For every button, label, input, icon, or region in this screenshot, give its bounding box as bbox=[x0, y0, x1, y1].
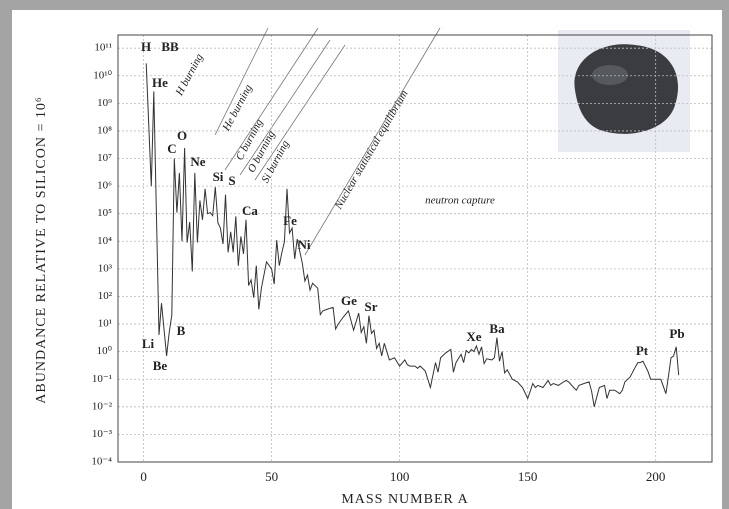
y-tick-label: 10⁻¹ bbox=[92, 373, 112, 385]
meteorite-photo bbox=[558, 30, 690, 152]
element-label: He bbox=[152, 75, 168, 90]
meteorite bbox=[574, 44, 679, 134]
y-tick-label: 10⁷ bbox=[97, 152, 112, 164]
element-label: Pb bbox=[669, 326, 684, 341]
y-tick-label: 10⁶ bbox=[97, 180, 112, 192]
y-tick-label: 10⁹ bbox=[97, 97, 112, 109]
divider bbox=[239, 39, 331, 176]
y-tick-label: 10⁻⁴ bbox=[91, 456, 112, 468]
y-tick-label: 10¹⁰ bbox=[93, 69, 112, 81]
y-tick-label: 10⁻² bbox=[92, 400, 113, 412]
element-label: BB bbox=[161, 39, 179, 54]
element-label: Ba bbox=[489, 321, 505, 336]
element-label: Ca bbox=[242, 203, 258, 218]
element-label: Ne bbox=[190, 154, 205, 169]
meteorite-highlight bbox=[592, 65, 628, 85]
element-label: C bbox=[167, 141, 176, 156]
element-label: O bbox=[177, 128, 187, 143]
element-label: Pt bbox=[636, 343, 649, 358]
abundance-line bbox=[145, 63, 680, 407]
element-label: Xe bbox=[466, 329, 481, 344]
divider bbox=[214, 27, 269, 136]
element-label: S bbox=[228, 173, 235, 188]
y-tick-label: 10² bbox=[98, 290, 113, 302]
element-label: Ni bbox=[298, 237, 311, 252]
element-label: Ge bbox=[341, 293, 357, 308]
process-label: neutron capture bbox=[425, 195, 495, 207]
element-label: Sr bbox=[365, 299, 378, 314]
y-tick-label: 10⁸ bbox=[97, 124, 112, 136]
element-label: Li bbox=[142, 336, 155, 351]
element-label: Fe bbox=[283, 213, 297, 228]
y-tick-label: 10⁰ bbox=[97, 345, 113, 357]
x-tick-label: 150 bbox=[518, 469, 538, 484]
y-tick-label: 10⁴ bbox=[97, 235, 112, 247]
x-tick-label: 100 bbox=[390, 469, 410, 484]
x-tick-label: 0 bbox=[140, 469, 147, 484]
y-tick-label: 10¹¹ bbox=[94, 42, 112, 54]
x-tick-label: 200 bbox=[646, 469, 666, 484]
x-tick-label: 50 bbox=[265, 469, 278, 484]
y-tick-label: 10⁵ bbox=[97, 207, 112, 219]
element-label: H bbox=[141, 39, 151, 54]
y-tick-label: 10⁻³ bbox=[92, 428, 113, 440]
y-tick-label: 10³ bbox=[98, 262, 113, 274]
x-axis-label: MASS NUMBER A bbox=[341, 492, 468, 507]
y-axis-label: ABUNDANCE RELATIVE TO SILICON = 10⁶ bbox=[34, 96, 49, 403]
element-label: B bbox=[177, 323, 186, 338]
element-label: Be bbox=[153, 358, 168, 373]
plot-frame bbox=[117, 34, 713, 463]
element-label: Si bbox=[213, 169, 224, 184]
divider bbox=[254, 44, 346, 181]
y-tick-label: 10¹ bbox=[98, 318, 112, 330]
divider bbox=[304, 27, 441, 256]
